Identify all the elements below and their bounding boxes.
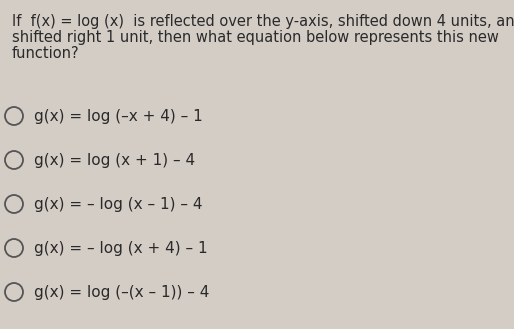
Text: If  f(x) = log (x)  is reflected over the y-axis, shifted down 4 units, and: If f(x) = log (x) is reflected over the … <box>12 14 514 29</box>
Text: shifted right 1 unit, then what equation below represents this new: shifted right 1 unit, then what equation… <box>12 30 499 45</box>
Text: g(x) = log (x + 1) – 4: g(x) = log (x + 1) – 4 <box>34 153 195 167</box>
Text: g(x) = – log (x – 1) – 4: g(x) = – log (x – 1) – 4 <box>34 196 203 212</box>
Text: g(x) = – log (x + 4) – 1: g(x) = – log (x + 4) – 1 <box>34 240 208 256</box>
Text: g(x) = log (–(x – 1)) – 4: g(x) = log (–(x – 1)) – 4 <box>34 285 209 299</box>
Text: function?: function? <box>12 46 80 61</box>
Text: g(x) = log (–x + 4) – 1: g(x) = log (–x + 4) – 1 <box>34 109 203 123</box>
